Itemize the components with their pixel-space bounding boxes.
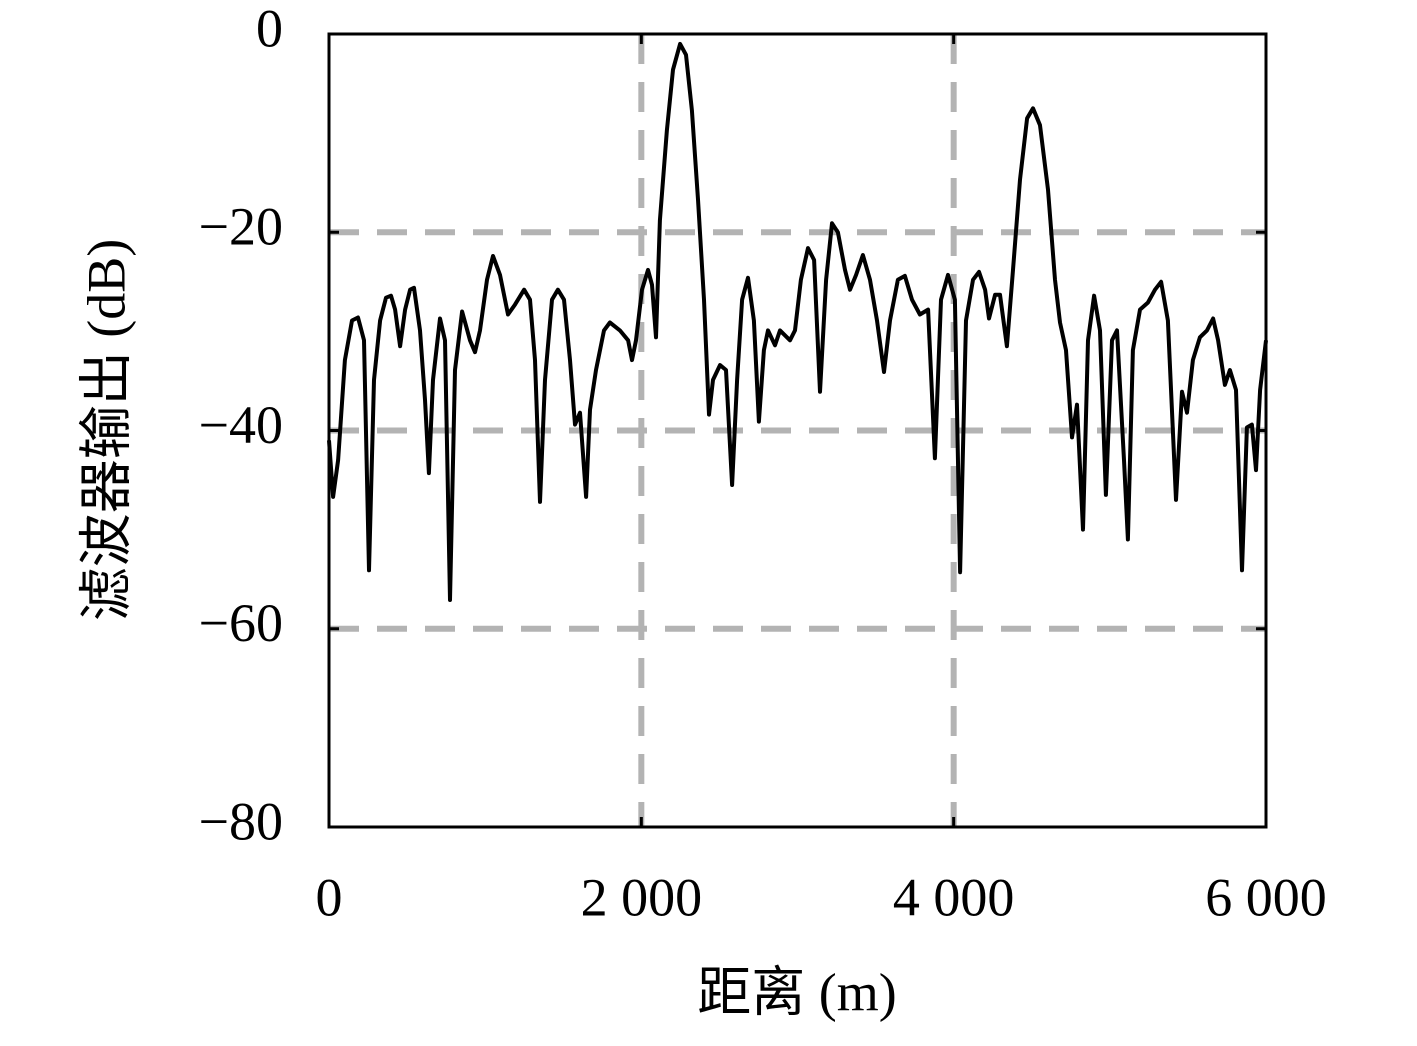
x-tick-label: 6 000 [1205, 867, 1327, 927]
y-tick-label: −60 [199, 593, 283, 653]
x-tick-label: 4 000 [893, 867, 1015, 927]
y-tick-label: −40 [199, 395, 283, 455]
y-tick-label: −80 [199, 791, 283, 851]
y-tick-label: −20 [199, 197, 283, 257]
x-axis-label: 距离 (m) [697, 962, 896, 1022]
x-tick-label: 2 000 [581, 867, 703, 927]
x-tick-label: 0 [316, 867, 343, 927]
y-tick-label: 0 [256, 0, 283, 58]
y-axis-label: 滤波器输出 (dB) [76, 239, 136, 621]
data-line [327, 41, 1268, 602]
